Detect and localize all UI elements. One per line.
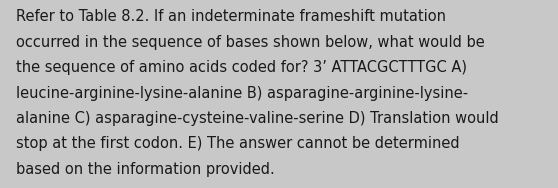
Text: Refer to Table 8.2. If an indeterminate frameshift mutation: Refer to Table 8.2. If an indeterminate … bbox=[16, 9, 446, 24]
Text: the sequence of amino acids coded for? 3’ ATTACGCTTTGC A): the sequence of amino acids coded for? 3… bbox=[16, 60, 466, 75]
Text: alanine C) asparagine-cysteine-valine-serine D) Translation would: alanine C) asparagine-cysteine-valine-se… bbox=[16, 111, 498, 126]
Text: leucine-arginine-lysine-alanine B) asparagine-arginine-lysine-: leucine-arginine-lysine-alanine B) aspar… bbox=[16, 86, 468, 101]
Text: based on the information provided.: based on the information provided. bbox=[16, 162, 275, 177]
Text: occurred in the sequence of bases shown below, what would be: occurred in the sequence of bases shown … bbox=[16, 35, 484, 50]
Text: stop at the first codon. E) The answer cannot be determined: stop at the first codon. E) The answer c… bbox=[16, 136, 459, 151]
